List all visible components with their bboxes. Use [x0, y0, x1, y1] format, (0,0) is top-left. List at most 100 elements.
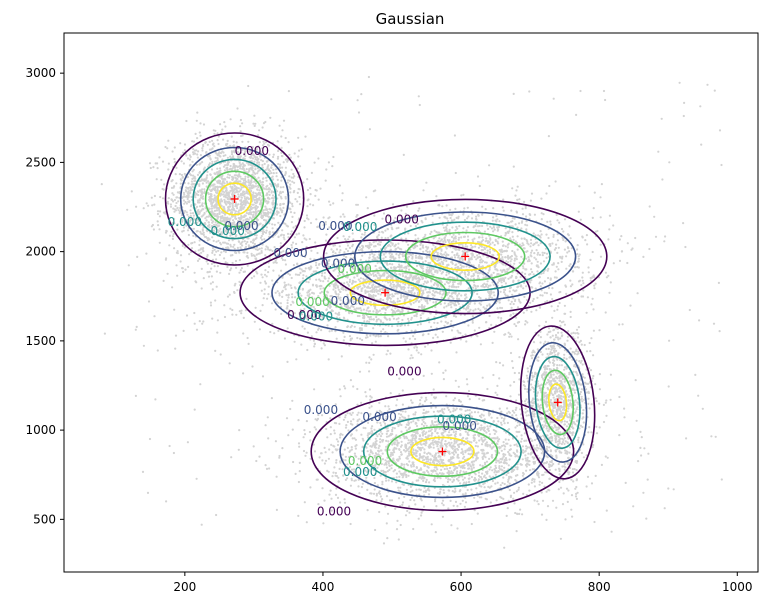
sample-point	[384, 317, 387, 320]
sample-point	[568, 225, 571, 228]
sample-point	[511, 231, 514, 234]
sample-point	[289, 191, 292, 194]
sample-point	[286, 327, 289, 330]
sample-point	[199, 248, 202, 251]
sample-point	[212, 129, 215, 132]
sample-point	[265, 226, 268, 229]
sample-point	[363, 315, 366, 319]
sample-point	[361, 244, 364, 247]
sample-point	[438, 237, 441, 240]
sample-point	[351, 245, 354, 248]
sample-point	[203, 221, 207, 225]
sample-point	[422, 270, 425, 273]
sample-point	[260, 273, 263, 276]
sample-point	[291, 180, 294, 183]
sample-point	[478, 326, 481, 329]
sample-point	[264, 176, 268, 179]
sample-point	[451, 226, 454, 229]
sample-point	[275, 185, 278, 188]
sample-point	[158, 215, 161, 218]
sample-point	[185, 202, 188, 205]
sample-point	[231, 199, 235, 202]
sample-point	[196, 173, 200, 176]
sample-point	[404, 295, 407, 298]
sample-point	[280, 233, 283, 236]
sample-point	[246, 240, 249, 244]
sample-point	[166, 200, 169, 203]
sample-point	[193, 175, 196, 178]
sample-point	[282, 161, 285, 164]
sample-point	[521, 207, 524, 210]
sample-point	[288, 175, 291, 178]
sample-point	[217, 239, 220, 242]
sample-point	[305, 275, 308, 278]
sample-point	[208, 154, 211, 157]
sample-point	[405, 265, 408, 268]
sample-point	[271, 231, 274, 234]
sample-point	[195, 163, 198, 166]
sample-point	[374, 245, 377, 248]
sample-point	[200, 179, 203, 182]
sample-point	[242, 181, 245, 184]
sample-point	[290, 168, 293, 171]
sample-point	[349, 326, 352, 329]
sample-point	[420, 266, 423, 269]
sample-point	[214, 186, 217, 189]
sample-point	[450, 306, 453, 309]
sample-point	[199, 224, 202, 227]
sample-point	[276, 290, 279, 293]
sample-point	[392, 311, 395, 314]
sample-point	[238, 161, 241, 164]
sample-point	[194, 280, 197, 283]
sample-point	[321, 272, 324, 275]
sample-point	[369, 290, 372, 293]
sample-point	[315, 264, 318, 267]
sample-point	[284, 263, 287, 266]
sample-point	[279, 191, 282, 194]
sample-point	[312, 339, 315, 342]
sample-point	[315, 285, 318, 288]
sample-point	[275, 213, 279, 216]
sample-point	[254, 306, 257, 309]
sample-point	[512, 165, 515, 168]
sample-point	[278, 193, 281, 197]
sample-point	[564, 284, 567, 287]
sample-point	[359, 280, 362, 283]
sample-point	[429, 232, 432, 235]
sample-point	[211, 317, 214, 320]
sample-point	[456, 265, 460, 268]
sample-point	[501, 206, 504, 209]
sample-point	[281, 129, 284, 132]
sample-point	[593, 284, 596, 287]
sample-point	[365, 333, 368, 337]
sample-point	[543, 251, 546, 255]
sample-point	[263, 162, 266, 165]
sample-point	[229, 185, 232, 188]
sample-point	[289, 303, 292, 306]
sample-point	[422, 250, 425, 253]
sample-point	[198, 253, 201, 256]
sample-point	[327, 358, 330, 361]
sample-point	[210, 218, 213, 221]
sample-point	[530, 251, 533, 254]
sample-point	[250, 276, 253, 280]
sample-point	[189, 173, 192, 176]
sample-point	[529, 301, 532, 304]
sample-point	[320, 329, 323, 332]
sample-point	[415, 346, 419, 349]
sample-point	[240, 199, 243, 202]
sample-point	[435, 309, 438, 312]
sample-point	[181, 175, 184, 179]
sample-point	[264, 120, 267, 124]
sample-point	[424, 345, 427, 348]
sample-point	[195, 119, 198, 122]
sample-point	[239, 246, 242, 249]
sample-point	[208, 196, 211, 199]
sample-point	[158, 156, 161, 159]
sample-point	[221, 181, 224, 184]
sample-point	[198, 183, 201, 186]
sample-point	[375, 311, 378, 314]
sample-point	[237, 193, 240, 196]
sample-point	[232, 162, 235, 166]
sample-point	[401, 318, 404, 322]
